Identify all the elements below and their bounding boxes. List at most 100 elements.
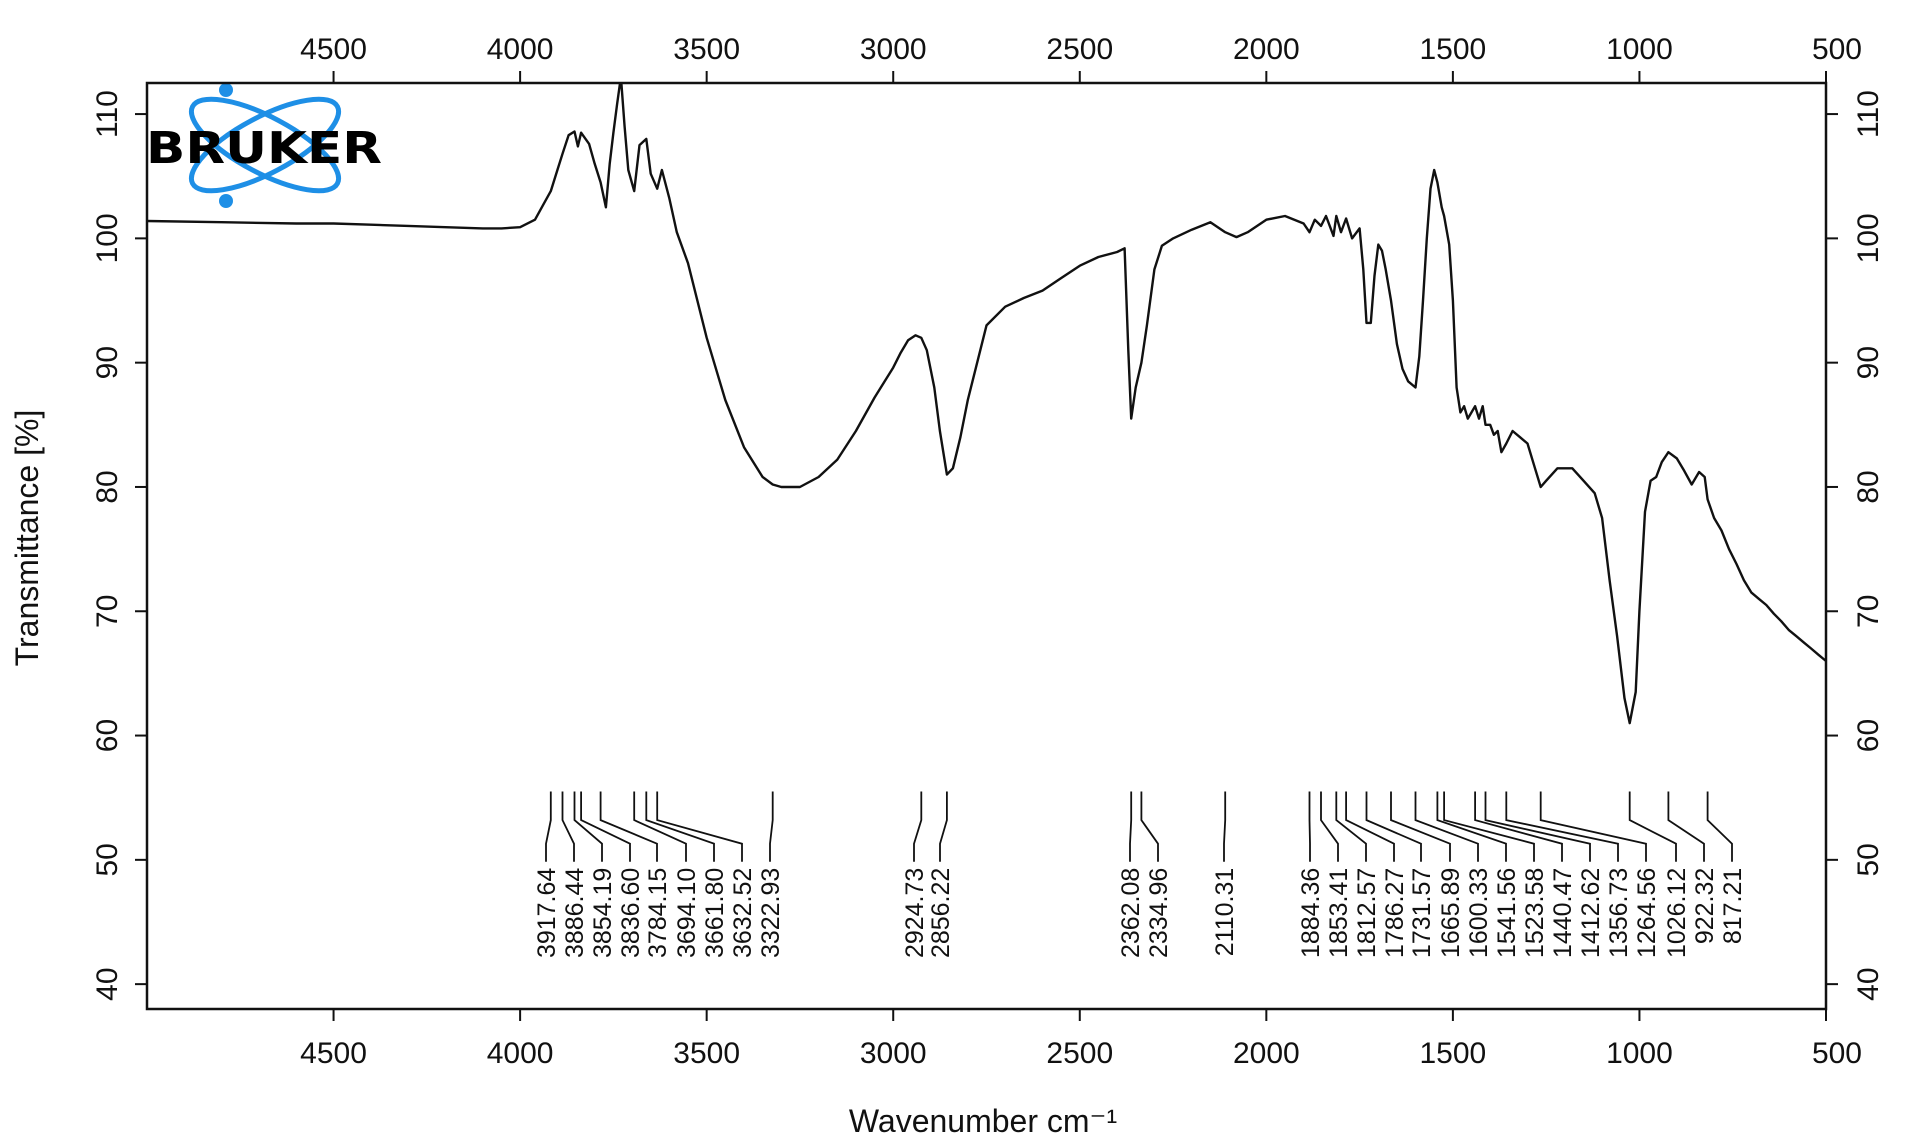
y-tick-label-right: 70 <box>1852 595 1885 628</box>
peak-leader-line <box>599 791 658 862</box>
peak-leader-line <box>633 791 687 862</box>
logo-orbit <box>188 96 342 194</box>
x-tick-label-bottom: 1500 <box>1420 1037 1487 1070</box>
x-tick-label-top: 4500 <box>300 33 367 66</box>
peak-leader-line <box>561 791 575 862</box>
x-tick-label-top: 500 <box>1812 33 1862 66</box>
y-tick-label-left: 50 <box>91 843 124 876</box>
peak-label: 3854.19 <box>589 868 617 958</box>
peak-leader-line <box>1484 791 1591 862</box>
x-tick-label-top: 2000 <box>1233 33 1300 66</box>
peak-labels-layer: 3917.64 3886.44 3854.19 3836.60 3784.15 3694.… <box>533 791 1747 958</box>
peak-label: 1541.56 <box>1493 868 1521 958</box>
x-tick-label-bottom: 4500 <box>300 1037 367 1070</box>
peak-leader-line <box>645 791 715 862</box>
x-tick-label-bottom: 2500 <box>1046 1037 1113 1070</box>
x-tick-label-bottom: 4000 <box>487 1037 554 1070</box>
peak-leader-line <box>545 791 552 862</box>
peak-leader-line <box>1365 791 1422 862</box>
peak-label: 2924.73 <box>901 868 929 958</box>
peak-label: 1786.27 <box>1381 868 1409 958</box>
peak-leader-line <box>1414 791 1479 862</box>
peak-label: 2334.96 <box>1145 868 1173 958</box>
y-tick-label-left: 90 <box>91 346 124 379</box>
spectrum-layer <box>147 83 1826 725</box>
peak-leader-line <box>939 791 948 862</box>
y-tick-label-right: 60 <box>1852 719 1885 752</box>
peak-label: 3917.64 <box>533 868 561 958</box>
peak-leader-line <box>580 791 631 862</box>
x-tick-label-top: 2500 <box>1046 33 1113 66</box>
peak-leader-line <box>1345 791 1395 862</box>
peak-leader-line <box>1628 791 1677 862</box>
peak-leader-line <box>1335 791 1367 862</box>
x-tick-label-top: 3000 <box>860 33 927 66</box>
peak-leader-line <box>913 791 923 862</box>
peak-label: 1600.33 <box>1465 868 1493 958</box>
y-tick-label-left: 100 <box>91 213 124 263</box>
axis-ticks-layer: 4500 4500 4000 4000 3500 3500 3000 3000 2500 2500… <box>91 33 1885 1070</box>
peak-leader-line <box>1505 791 1619 862</box>
peak-leader-line <box>1443 791 1535 862</box>
peak-label: 3632.52 <box>729 868 757 958</box>
peak-leader-line <box>1320 791 1339 862</box>
peak-label: 922.32 <box>1691 868 1719 944</box>
y-tick-label-right: 40 <box>1852 967 1885 1000</box>
x-tick-label-bottom: 500 <box>1812 1037 1862 1070</box>
y-tick-label-right: 80 <box>1852 470 1885 503</box>
peak-label: 3322.93 <box>757 868 785 958</box>
peak-label: 2110.31 <box>1211 868 1239 957</box>
peak-label: 3886.44 <box>561 868 589 958</box>
y-tick-label-right: 110 <box>1852 90 1885 138</box>
peak-leader-line <box>1474 791 1563 862</box>
spectrum-line <box>147 83 1826 725</box>
peak-label: 1412.62 <box>1577 868 1605 958</box>
peak-leader-line <box>1539 791 1647 862</box>
peak-leader-line <box>1308 791 1311 862</box>
x-tick-label-top: 3500 <box>673 33 740 66</box>
peak-label: 1665.89 <box>1437 868 1465 958</box>
peak-leader-line <box>573 791 603 862</box>
y-tick-label-left: 60 <box>91 719 124 752</box>
peak-leader-line <box>1140 791 1159 862</box>
peak-label: 1026.12 <box>1663 868 1691 958</box>
logo-text: BRUKER <box>146 123 382 174</box>
peak-leader-line <box>656 791 743 862</box>
x-tick-label-top: 1000 <box>1606 33 1673 66</box>
peak-leader-line <box>1436 791 1507 862</box>
plot-frame <box>145 81 1828 1011</box>
y-tick-label-right: 100 <box>1852 213 1885 263</box>
peak-leader-line <box>1223 791 1227 862</box>
peak-label: 3836.60 <box>617 868 645 958</box>
peak-label: 1884.36 <box>1297 868 1325 958</box>
x-tick-label-bottom: 3000 <box>860 1037 927 1070</box>
peak-leader-line <box>1390 791 1451 862</box>
y-axis-title: Transmittance [%] <box>9 410 45 667</box>
peak-label: 2362.08 <box>1117 868 1145 958</box>
logo-electron <box>219 83 233 97</box>
peak-label: 1731.57 <box>1408 868 1436 958</box>
y-tick-label-left: 80 <box>91 470 124 503</box>
x-tick-label-bottom: 2000 <box>1233 1037 1300 1070</box>
peak-label: 2856.22 <box>927 868 955 958</box>
y-tick-label-right: 90 <box>1852 346 1885 379</box>
peak-label: 1853.41 <box>1325 868 1353 958</box>
peak-label: 3784.15 <box>644 868 672 958</box>
peak-leader-line <box>1706 791 1733 862</box>
peak-label: 3661.80 <box>701 868 729 958</box>
logo-orbit <box>188 96 342 194</box>
peak-label: 1264.56 <box>1633 868 1661 958</box>
peak-label: 3694.10 <box>673 868 701 958</box>
peak-leader-line <box>1667 791 1705 862</box>
logo-electron <box>219 194 233 208</box>
peak-label: 1356.73 <box>1605 868 1633 958</box>
peak-label: 1440.47 <box>1549 868 1577 958</box>
y-tick-label-left: 70 <box>91 595 124 628</box>
x-tick-label-top: 1500 <box>1420 33 1487 66</box>
peak-leader-line <box>1129 791 1133 862</box>
y-tick-label-left: 40 <box>91 967 124 1000</box>
peak-label: 1812.57 <box>1353 868 1381 958</box>
x-tick-label-bottom: 3500 <box>673 1037 740 1070</box>
y-tick-label-right: 50 <box>1852 843 1885 876</box>
